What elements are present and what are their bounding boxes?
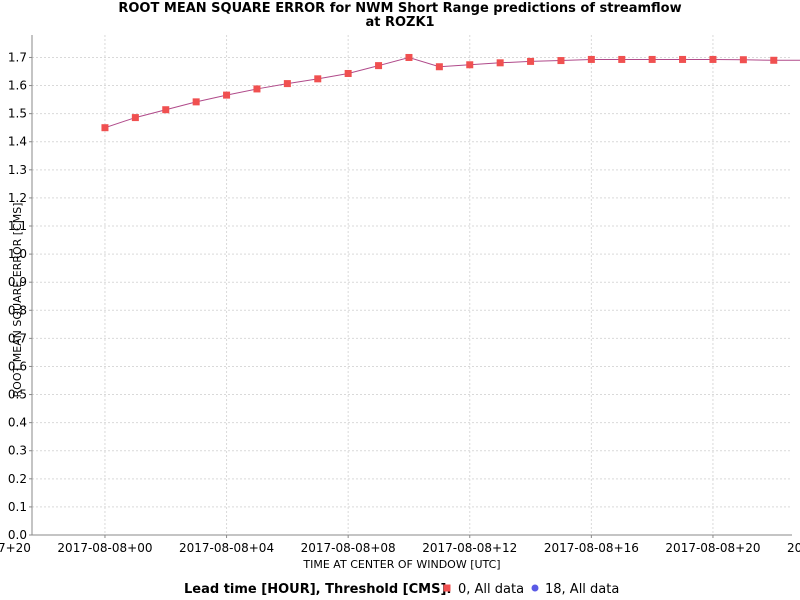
legend-marker-series-0 [443, 584, 451, 592]
data-point [587, 55, 595, 63]
data-point [618, 55, 626, 63]
y-tick-label: 0.7 [8, 331, 27, 345]
y-tick-label: 1.1 [8, 219, 27, 233]
y-tick-label: 1.5 [8, 107, 27, 121]
data-point [192, 98, 200, 106]
x-tick-label: 2017-08-08+12 [422, 541, 517, 555]
data-point [466, 61, 474, 69]
data-point [709, 55, 717, 63]
x-tick-label: 2017-08-09+00 [787, 541, 800, 555]
x-axis-ticks: 2017-08-07+20 2017-08-08+00 2017-08-08+04 2… [0, 535, 800, 555]
series-layer [101, 53, 800, 132]
y-tick-label: 0.9 [8, 275, 27, 289]
y-tick-label: 0.6 [8, 359, 27, 373]
data-point [314, 75, 322, 83]
y-tick-label: 1.7 [8, 50, 27, 64]
y-tick-label: 0.0 [8, 528, 27, 542]
data-point [679, 55, 687, 63]
legend-label-series-1: 18, All data [545, 582, 619, 597]
data-point [223, 91, 231, 99]
data-point [648, 55, 656, 63]
chart-subtitle: at ROZK1 [365, 15, 434, 30]
y-tick-label: 1.6 [8, 79, 27, 93]
data-point [527, 57, 535, 65]
y-tick-label: 0.3 [8, 444, 27, 458]
y-tick-label: 0.1 [8, 500, 27, 514]
data-point [162, 106, 170, 114]
data-point [101, 124, 109, 132]
legend-label-series-0: 0, All data [458, 582, 524, 597]
data-point [405, 53, 413, 61]
x-tick-label: 2017-08-08+00 [57, 541, 152, 555]
legend-title: Lead time [HOUR], Threshold [CMS]: [184, 582, 452, 597]
y-tick-label: 1.2 [8, 191, 27, 205]
legend: Lead time [HOUR], Threshold [CMS]: 0, Al… [184, 582, 619, 597]
y-tick-label: 1.3 [8, 163, 27, 177]
y-tick-label: 0.2 [8, 472, 27, 486]
series-line-0 [104, 56, 800, 129]
y-tick-label: 1.4 [8, 135, 27, 149]
data-point [131, 114, 139, 122]
x-tick-label: 2017-08-07+20 [0, 541, 31, 555]
legend-marker-series-1 [531, 584, 539, 592]
y-tick-label: 0.5 [8, 388, 27, 402]
x-tick-label: 2017-08-08+16 [544, 541, 639, 555]
data-point [283, 80, 291, 88]
grid [32, 35, 792, 536]
y-tick-label: 0.4 [8, 416, 27, 430]
x-tick-label: 2017-08-08+08 [301, 541, 396, 555]
y-tick-label: 1.0 [8, 247, 27, 261]
x-tick-label: 2017-08-08+20 [665, 541, 760, 555]
chart-title: ROOT MEAN SQUARE ERROR for NWM Short Ran… [118, 1, 681, 16]
data-point [770, 56, 778, 64]
x-axis-label: TIME AT CENTER OF WINDOW [UTC] [302, 558, 500, 571]
data-point [496, 59, 504, 67]
x-tick-label: 2017-08-08+04 [179, 541, 274, 555]
data-point [253, 85, 261, 93]
y-tick-label: 0.8 [8, 303, 27, 317]
data-point [435, 63, 443, 71]
plot-area [32, 35, 792, 535]
y-axis-ticks: 0.0 0.1 0.2 0.3 0.4 0.5 0.6 0.7 0.8 0.9 1.0 1.1 1.2 1… [8, 50, 32, 542]
data-point [557, 57, 565, 65]
y-axis-label: ROOT MEAN SQUARE ERROR [CMS] [11, 203, 24, 398]
data-point [344, 69, 352, 77]
data-point [375, 62, 383, 70]
data-point [739, 56, 747, 64]
